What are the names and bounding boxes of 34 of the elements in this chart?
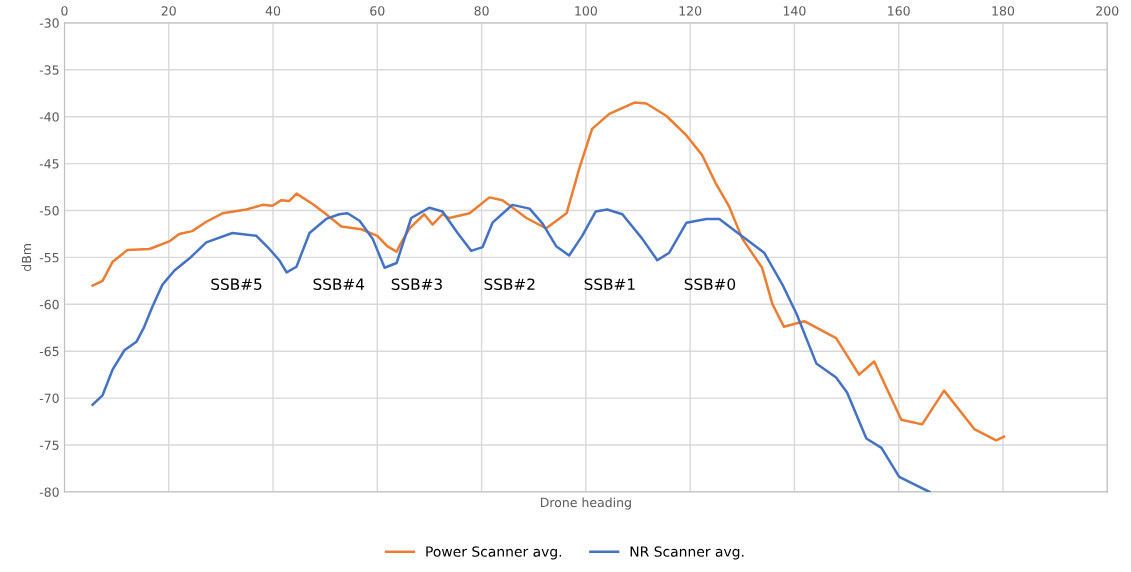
line-series (91, 203, 931, 492)
y-tick-label: -55 (39, 253, 59, 263)
annotation: SSB#2 (484, 278, 535, 290)
annotation: SSB#0 (684, 278, 736, 290)
y-tick-label: -35 (39, 65, 59, 75)
y-tick-label: -70 (39, 393, 59, 404)
x-tick-label: 180 (992, 6, 1015, 16)
x-tick-label: 120 (679, 6, 702, 16)
annotation: SSB#3 (391, 278, 442, 290)
y-tick-label: -75 (39, 440, 59, 450)
annotation: SSB#4 (313, 278, 365, 290)
annotation: SSB#5 (211, 278, 262, 290)
x-tick-label: 200 (1096, 6, 1119, 16)
x-tick-label: 0 (61, 6, 68, 16)
y-tick-label: -60 (39, 299, 59, 310)
x-tick-label: 60 (370, 6, 385, 16)
x-tick-label: 80 (474, 6, 489, 16)
x-tick-label: 20 (161, 6, 176, 16)
x-tick-label: 40 (265, 6, 281, 16)
y-axis-title: dBm (21, 244, 32, 272)
x-tick-label: 100 (575, 6, 597, 16)
legend-label: NR Scanner avg. (630, 546, 744, 560)
y-tick-label: -80 (39, 487, 59, 497)
annotation: SSB#1 (584, 278, 635, 290)
y-tick-label: -40 (39, 112, 59, 122)
y-tick-label: -30 (39, 18, 59, 28)
x-tick-label: 160 (888, 6, 910, 16)
legend-label: Power Scanner avg. (426, 546, 562, 560)
x-axis-title: Drone heading (540, 497, 631, 510)
y-tick-label: -65 (39, 346, 59, 357)
y-tick-label: -45 (39, 159, 59, 169)
y-tick-label: -50 (39, 205, 59, 216)
line-series (91, 101, 1006, 442)
x-tick-label: 140 (783, 6, 806, 16)
